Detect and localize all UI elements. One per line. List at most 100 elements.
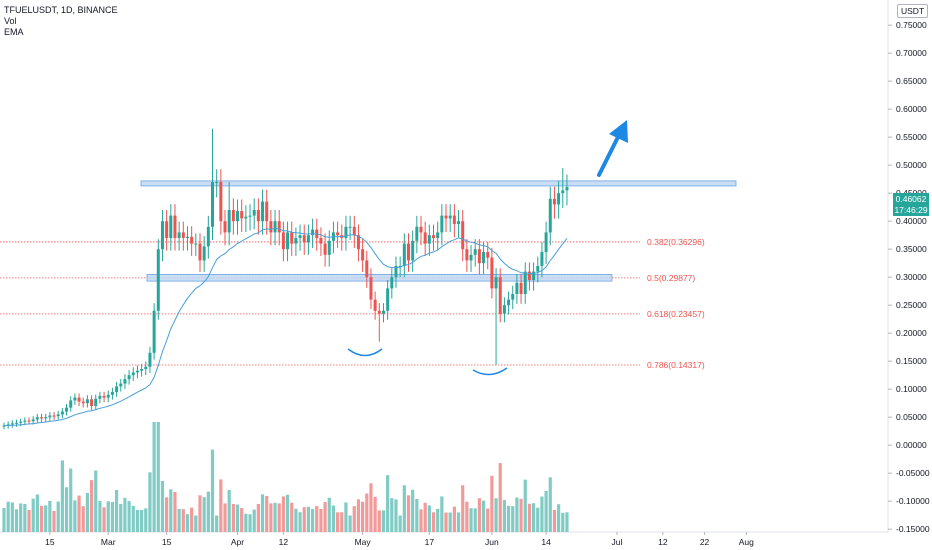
volume-bar [269, 503, 273, 532]
volume-bar [481, 500, 486, 532]
volume-bar [123, 497, 127, 532]
bottom-arc-right-icon [472, 367, 508, 376]
candle-body [2, 425, 6, 427]
candle-body [65, 407, 69, 412]
y-tick-label: 0.50000 [896, 160, 927, 170]
candle-body [127, 375, 131, 380]
volume-bar [361, 501, 365, 532]
candle-body [515, 282, 519, 294]
currency-button[interactable]: USDT [897, 4, 929, 18]
volume-bar [165, 497, 169, 532]
volume-bar [302, 507, 306, 532]
volume-bar [519, 498, 523, 532]
volume-bar [77, 495, 81, 532]
candle-body [215, 182, 219, 183]
volume-bar [64, 487, 69, 532]
candle-body [327, 240, 331, 255]
candle-body [40, 417, 44, 419]
x-tick-label: 22 [700, 537, 710, 547]
volume-bar [148, 472, 152, 532]
volume-indicator-label[interactable]: Vol [4, 16, 17, 26]
volume-bar [348, 515, 352, 532]
candle-body [248, 215, 252, 217]
candle-body [507, 299, 511, 306]
ema-indicator-label[interactable]: EMA [4, 27, 24, 37]
candle-body [519, 282, 523, 294]
volume-bar [52, 510, 56, 532]
x-tick-label: May [355, 537, 372, 547]
candle-body [486, 252, 490, 258]
candle-body [523, 271, 527, 294]
x-tick-label: Apr [231, 537, 244, 547]
volume-bar [290, 502, 294, 532]
volume-bar [390, 498, 394, 532]
volume-bar [10, 502, 14, 532]
candle-body [44, 417, 48, 419]
time-axis[interactable]: 15 Mar 15 Apr 12 May 17 Jun 14 Jul 12 22 Aug [45, 532, 754, 547]
candle-body [156, 249, 160, 311]
volume-bar [114, 490, 119, 532]
candle-body [48, 415, 52, 418]
bottom-arc-left-icon [347, 348, 383, 357]
candle-body [31, 419, 35, 422]
y-tick-label: 0.25000 [896, 300, 927, 310]
volume-bar [206, 491, 210, 532]
ema-curve [3, 227, 568, 427]
volume-bar [169, 489, 173, 532]
volume-bar [557, 504, 561, 532]
candle-body [265, 201, 269, 222]
annotations [347, 120, 628, 376]
volume-bar [456, 512, 461, 532]
candle-body [173, 215, 177, 238]
volume-bar [515, 497, 519, 532]
candle-body [211, 182, 214, 227]
candle-body [81, 401, 85, 404]
candle-body [494, 277, 498, 289]
volume-bar [436, 508, 440, 532]
volume-bar [144, 508, 148, 532]
volume-bar [31, 498, 35, 532]
candle-body [319, 238, 323, 244]
candle-body [165, 221, 169, 238]
candle-body [477, 249, 481, 264]
fib-levels: 0.382(0.36296) 0.5(0.29877) 0.618(0.23457)… [0, 237, 705, 370]
fib-label: 0.618(0.23457) [647, 309, 705, 319]
candle-body [419, 226, 423, 233]
volume-bar [427, 505, 431, 532]
volume-bar [215, 515, 219, 532]
candle-body [244, 216, 248, 219]
candle-body [427, 235, 431, 244]
volume-bar [544, 490, 548, 532]
candle-body [52, 415, 56, 417]
symbol-title[interactable]: TFUELUSDT, 1D, BINANCE [4, 5, 118, 15]
volume-bar [152, 422, 156, 532]
volume-bar [27, 510, 31, 532]
candle-body [60, 411, 64, 415]
volume-bar [331, 505, 336, 532]
fib-label: 0.382(0.36296) [647, 237, 705, 247]
candle-body [140, 369, 144, 371]
candle-body [202, 246, 206, 261]
volume-bar [398, 515, 402, 532]
volume-bar [219, 479, 223, 532]
candle-body [98, 395, 102, 399]
candle-body [102, 395, 106, 398]
candle-body [35, 417, 39, 420]
volume-bar [448, 512, 452, 532]
volume-bar [356, 499, 361, 532]
volume-bar [202, 497, 206, 532]
y-tick-label: 0.00000 [896, 440, 927, 450]
candle-body [444, 215, 448, 219]
volume-bar [260, 494, 265, 532]
volume-bar [223, 503, 227, 532]
candle-body [73, 397, 77, 401]
volume-bar [69, 468, 73, 532]
candle-body [398, 266, 402, 267]
volume-bar [98, 500, 102, 532]
volume-bar [461, 485, 465, 532]
candle-body [373, 299, 377, 311]
y-tick-label: 0.35000 [896, 244, 927, 254]
volume-bar [327, 497, 331, 532]
candle-body [498, 277, 502, 314]
